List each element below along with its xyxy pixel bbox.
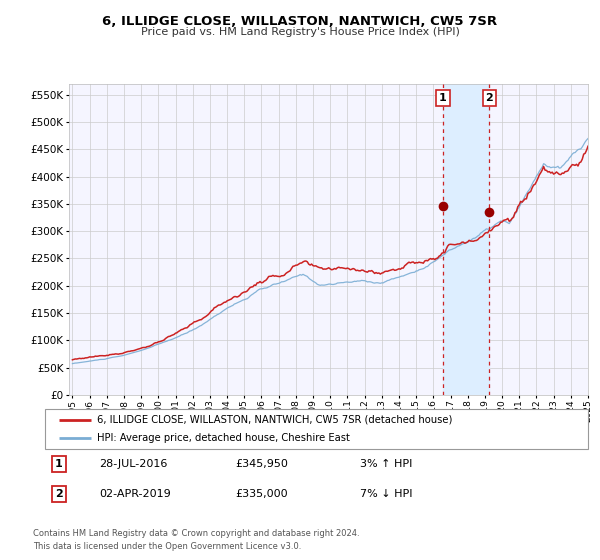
FancyBboxPatch shape	[45, 409, 588, 449]
Text: Contains HM Land Registry data © Crown copyright and database right 2024.: Contains HM Land Registry data © Crown c…	[33, 529, 359, 538]
Text: Price paid vs. HM Land Registry's House Price Index (HPI): Price paid vs. HM Land Registry's House …	[140, 27, 460, 37]
Bar	[443, 84, 489, 395]
Text: 1: 1	[55, 459, 62, 469]
Text: This data is licensed under the Open Government Licence v3.0.: This data is licensed under the Open Gov…	[33, 542, 301, 550]
Text: 28-JUL-2016: 28-JUL-2016	[100, 459, 167, 469]
Text: 3% ↑ HPI: 3% ↑ HPI	[360, 459, 412, 469]
Text: 6, ILLIDGE CLOSE, WILLASTON, NANTWICH, CW5 7SR (detached house): 6, ILLIDGE CLOSE, WILLASTON, NANTWICH, C…	[97, 415, 452, 424]
Text: HPI: Average price, detached house, Cheshire East: HPI: Average price, detached house, Ches…	[97, 433, 349, 443]
Text: 7% ↓ HPI: 7% ↓ HPI	[360, 489, 412, 500]
Text: £345,950: £345,950	[235, 459, 288, 469]
Text: 1: 1	[439, 93, 447, 103]
Text: 2: 2	[485, 93, 493, 103]
Text: 6, ILLIDGE CLOSE, WILLASTON, NANTWICH, CW5 7SR: 6, ILLIDGE CLOSE, WILLASTON, NANTWICH, C…	[103, 15, 497, 28]
Text: 02-APR-2019: 02-APR-2019	[100, 489, 171, 500]
Text: £335,000: £335,000	[235, 489, 287, 500]
Text: 2: 2	[55, 489, 62, 500]
